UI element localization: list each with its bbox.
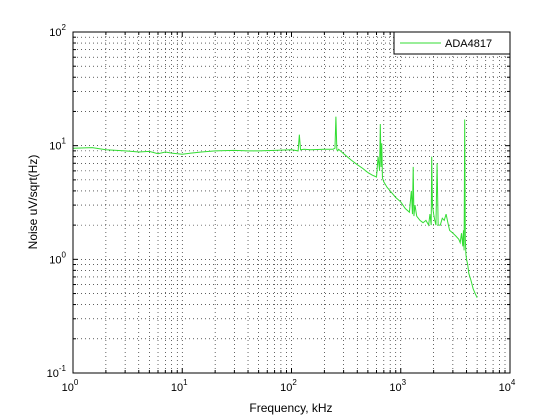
x-tick-label: 104 — [499, 378, 516, 394]
plot-area — [73, 32, 510, 373]
y-tick-label: 101 — [49, 137, 66, 153]
x-tick-label: 100 — [62, 378, 79, 394]
y-axis-label: Noise uV/sqrt(Hz) — [26, 155, 40, 250]
series-layer — [72, 116, 478, 298]
x-tick-label: 101 — [171, 378, 188, 394]
legend-label-ada4817: ADA4817 — [445, 38, 492, 50]
x-tick-label: 102 — [280, 378, 297, 394]
series-line-ada4817 — [72, 116, 478, 298]
legend-box — [393, 31, 511, 55]
x-tick-label: 103 — [389, 378, 406, 394]
y-tick-label: 10-1 — [47, 364, 67, 380]
legend: ADA4817 — [393, 31, 511, 55]
x-axis-label: Frequency, kHz — [249, 401, 332, 415]
y-tick-label: 102 — [49, 23, 66, 39]
grid-lines — [73, 32, 510, 373]
y-tick-label: 100 — [49, 250, 66, 266]
